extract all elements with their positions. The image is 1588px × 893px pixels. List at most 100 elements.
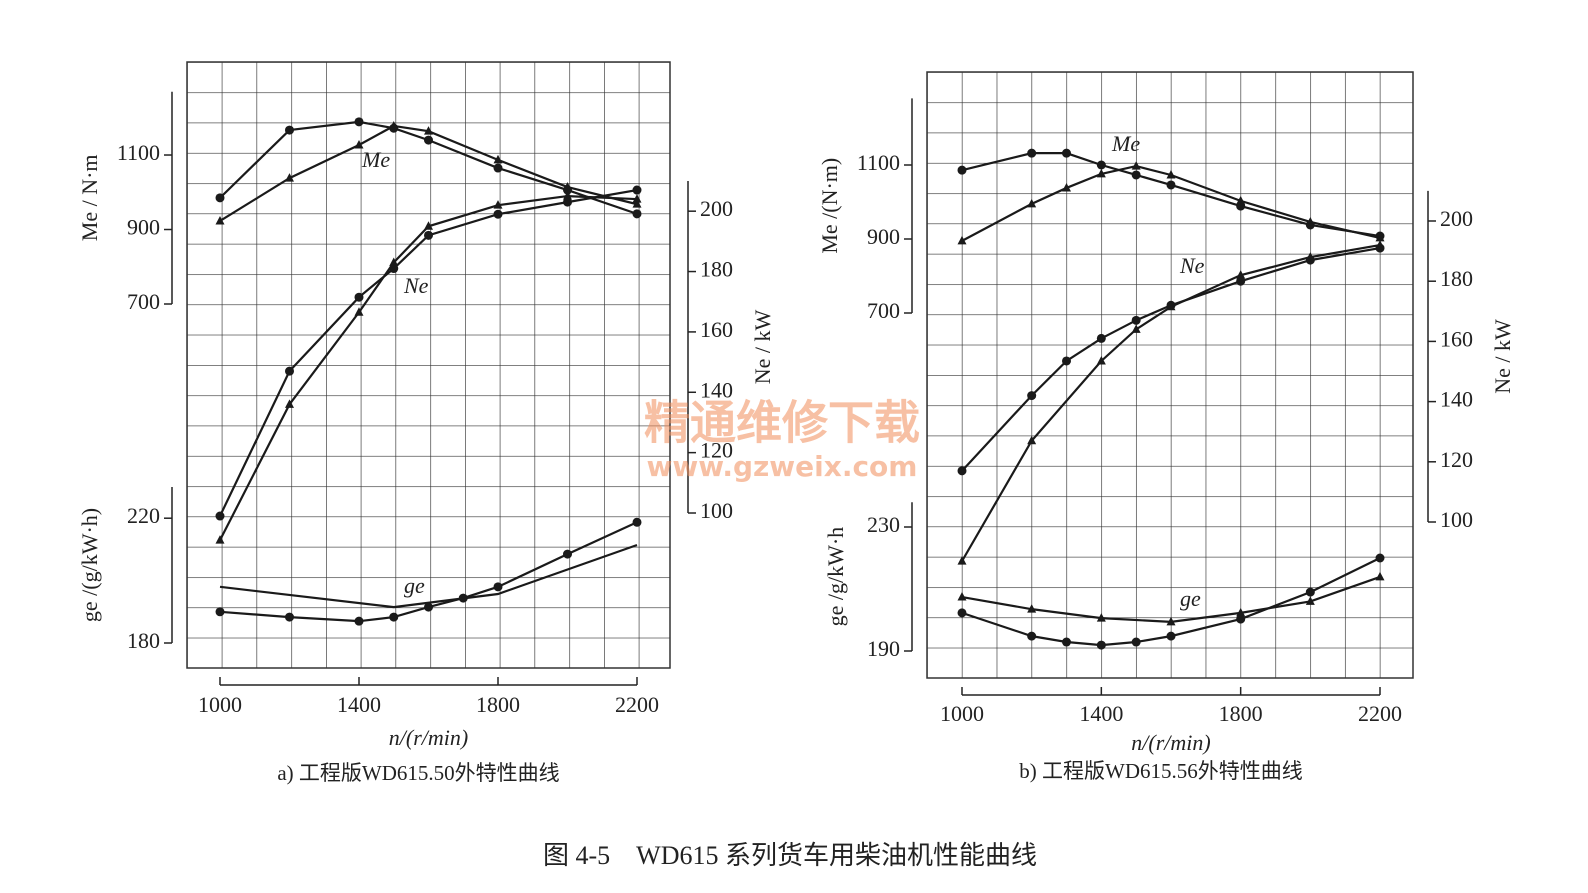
point	[1131, 637, 1141, 647]
point	[389, 612, 399, 622]
y-tick-label: 1100	[117, 140, 160, 165]
point	[1236, 276, 1246, 286]
point	[1305, 216, 1315, 226]
point	[215, 193, 225, 203]
point	[424, 135, 433, 145]
point	[957, 235, 967, 245]
y2-tick-label: 180	[700, 257, 733, 282]
y2-tick-label: 120	[700, 438, 733, 463]
point	[563, 549, 572, 559]
watermark-url: www.gzweix.com	[647, 450, 918, 483]
x-tick-label: 1000	[198, 692, 242, 717]
point	[1131, 315, 1141, 325]
curve-label: ge	[404, 573, 425, 598]
point	[1375, 240, 1385, 249]
point	[493, 200, 503, 209]
point	[493, 163, 503, 173]
y-tick-label: 1100	[857, 150, 900, 175]
point	[563, 182, 572, 191]
point	[1166, 169, 1176, 179]
point	[1062, 148, 1071, 158]
figure-caption: 图 4-5 WD615 系列货车用柴油机性能曲线	[543, 841, 1037, 870]
point	[285, 125, 294, 135]
point	[1131, 161, 1141, 170]
point	[215, 607, 225, 617]
point	[354, 139, 364, 149]
point	[1166, 631, 1176, 641]
curve-label: Ne	[1179, 253, 1205, 278]
point	[354, 292, 364, 302]
point	[215, 215, 225, 225]
point	[563, 197, 572, 207]
point	[957, 608, 967, 618]
point	[424, 221, 433, 230]
y2-tick-label: 160	[700, 317, 733, 342]
point	[493, 209, 503, 219]
point	[1096, 160, 1106, 170]
chart-caption: b) 工程版WD615.56外特性曲线	[1019, 759, 1302, 783]
watermark-title: 精通维修下载	[644, 396, 920, 450]
point	[1131, 324, 1141, 333]
point	[1096, 333, 1106, 343]
point	[1027, 391, 1037, 401]
point	[354, 616, 364, 626]
curve	[219, 543, 638, 609]
curve-label: Ne	[403, 273, 429, 298]
y-tick-label: 700	[127, 289, 160, 314]
y-tick-label: 700	[867, 298, 900, 323]
x-tick-label: 1400	[1079, 701, 1123, 726]
y2-tick-label: 140	[1440, 387, 1473, 412]
point	[632, 209, 642, 219]
curve-label: ge	[1180, 586, 1201, 611]
point	[1096, 168, 1106, 178]
y2-tick-label: 100	[1440, 507, 1473, 532]
y3-tick-label: 220	[127, 503, 160, 528]
curve	[219, 194, 638, 541]
y2-tick-label: 140	[700, 377, 733, 402]
point	[1027, 631, 1037, 641]
point	[1131, 170, 1141, 180]
point	[1236, 607, 1246, 617]
point	[424, 126, 433, 135]
y2-tick-label: 200	[700, 196, 733, 221]
point	[1236, 614, 1246, 624]
grid	[186, 61, 671, 669]
point	[1375, 553, 1385, 563]
point	[1062, 356, 1071, 366]
y2-tick-label: 180	[1440, 266, 1473, 291]
point	[1027, 148, 1037, 158]
grid	[926, 71, 1414, 679]
y-axis-label: Me /(N·m)	[817, 158, 842, 254]
point	[1062, 637, 1071, 647]
point	[1096, 613, 1106, 622]
x-axis-label: n/(r/min)	[1131, 730, 1210, 755]
x-tick-label: 1800	[476, 692, 520, 717]
point	[215, 511, 225, 521]
point	[1027, 198, 1037, 208]
point	[1305, 252, 1315, 261]
point	[632, 199, 642, 208]
point	[1062, 182, 1071, 192]
point	[1375, 232, 1385, 242]
point	[632, 517, 642, 527]
curve	[219, 188, 638, 517]
y3-axis-label: ge /g/kW·h	[823, 527, 848, 627]
point	[1096, 355, 1106, 365]
y3-tick-label: 180	[127, 628, 160, 653]
point	[424, 230, 433, 240]
point	[354, 117, 364, 127]
y2-tick-label: 160	[1440, 326, 1473, 351]
y2-tick-label: 100	[700, 498, 733, 523]
point	[957, 466, 967, 476]
y-tick-label: 900	[867, 224, 900, 249]
point	[957, 592, 967, 601]
point	[1305, 587, 1315, 597]
point	[285, 366, 294, 376]
y3-axis-label: ge /(g/kW·h)	[77, 508, 102, 622]
chart-caption: a) 工程版WD615.50外特性曲线	[277, 761, 559, 785]
point	[389, 257, 399, 266]
x-axis-label: n/(r/min)	[389, 725, 468, 750]
point	[1236, 195, 1246, 205]
y3-tick-label: 230	[867, 512, 900, 537]
